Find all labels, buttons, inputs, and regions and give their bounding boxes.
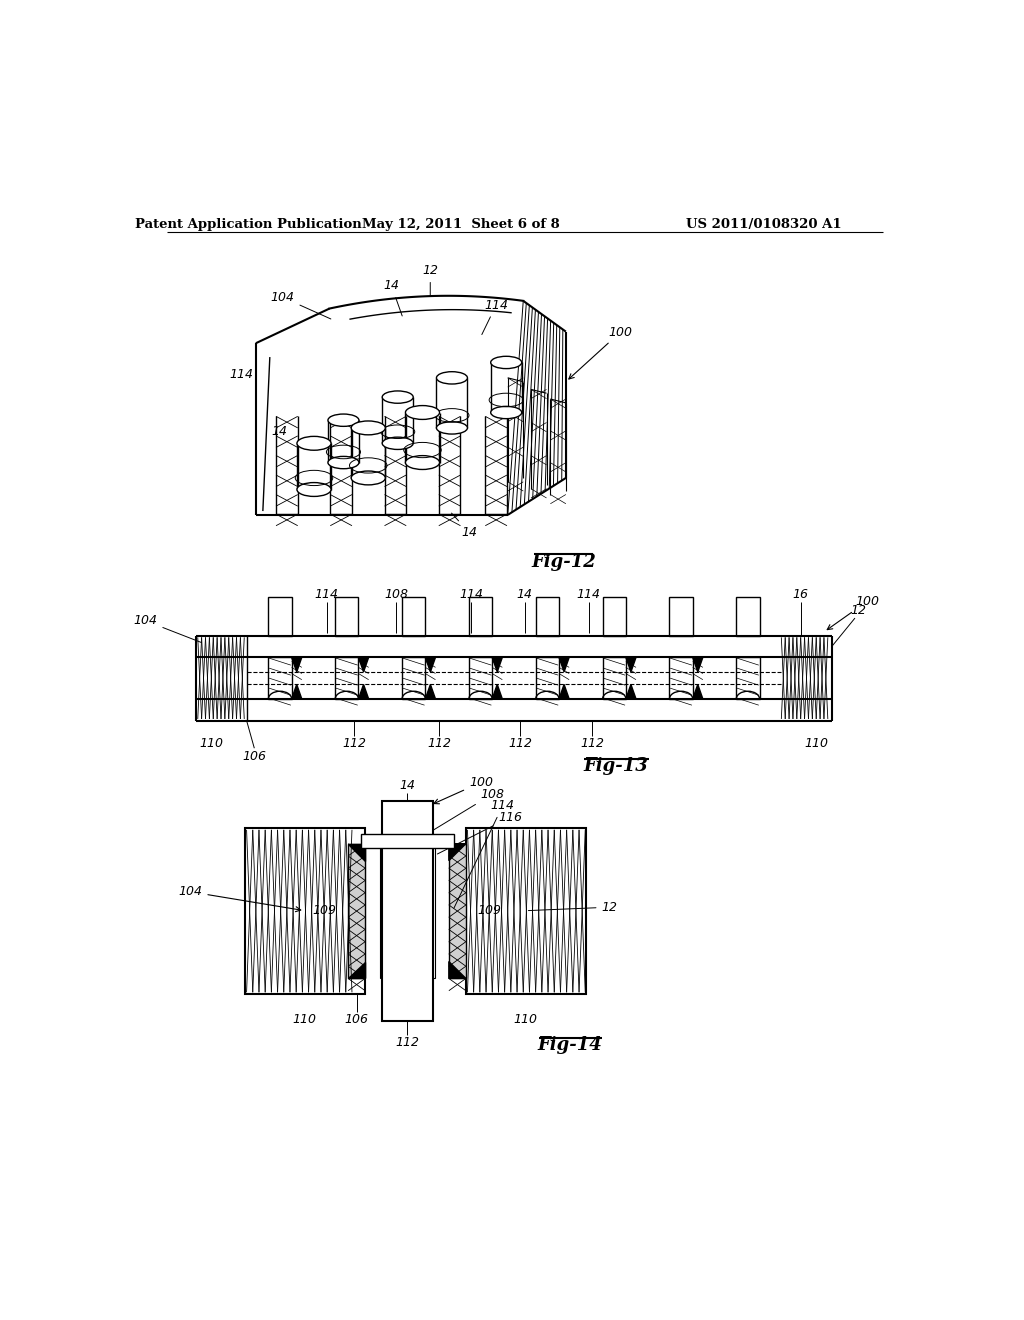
Text: May 12, 2011  Sheet 6 of 8: May 12, 2011 Sheet 6 of 8 bbox=[362, 218, 560, 231]
Polygon shape bbox=[425, 684, 435, 700]
Text: Fig-14: Fig-14 bbox=[538, 1036, 602, 1055]
Polygon shape bbox=[358, 657, 369, 672]
Bar bbox=[402, 597, 425, 636]
Polygon shape bbox=[559, 684, 569, 700]
Bar bbox=[380, 843, 435, 978]
Polygon shape bbox=[358, 684, 369, 700]
Polygon shape bbox=[692, 657, 702, 672]
Text: 110: 110 bbox=[200, 738, 223, 751]
Polygon shape bbox=[493, 684, 503, 700]
Polygon shape bbox=[626, 657, 636, 672]
Text: 109: 109 bbox=[313, 904, 337, 917]
Text: 112: 112 bbox=[581, 738, 604, 751]
Bar bbox=[348, 843, 366, 978]
Text: Fig-13: Fig-13 bbox=[584, 758, 648, 775]
Text: 110: 110 bbox=[804, 738, 828, 751]
Text: Fig-12: Fig-12 bbox=[531, 553, 596, 570]
Ellipse shape bbox=[297, 483, 331, 496]
Bar bbox=[382, 801, 432, 1020]
Ellipse shape bbox=[351, 471, 385, 484]
Bar bbox=[268, 597, 292, 636]
Text: Patent Application Publication: Patent Application Publication bbox=[135, 218, 361, 231]
Polygon shape bbox=[292, 684, 302, 700]
Text: 112: 112 bbox=[427, 738, 451, 751]
Text: 100: 100 bbox=[827, 595, 879, 630]
Bar bbox=[670, 597, 692, 636]
Bar bbox=[335, 597, 358, 636]
Text: 14: 14 bbox=[384, 280, 402, 315]
Text: 109: 109 bbox=[477, 904, 501, 917]
Ellipse shape bbox=[351, 421, 385, 434]
Text: 16: 16 bbox=[793, 589, 809, 601]
Text: 114: 114 bbox=[454, 799, 515, 908]
Bar bbox=[361, 834, 454, 849]
Text: 106: 106 bbox=[243, 750, 266, 763]
Bar bbox=[536, 657, 559, 700]
Bar bbox=[402, 657, 425, 700]
Text: 114: 114 bbox=[314, 589, 339, 601]
Ellipse shape bbox=[297, 437, 331, 450]
Text: 100: 100 bbox=[569, 326, 633, 379]
Polygon shape bbox=[449, 843, 466, 861]
Bar bbox=[602, 597, 626, 636]
Ellipse shape bbox=[436, 422, 467, 434]
Text: 108: 108 bbox=[384, 589, 409, 601]
Polygon shape bbox=[292, 657, 302, 672]
Text: 114: 114 bbox=[459, 589, 483, 601]
Text: 114: 114 bbox=[482, 298, 508, 334]
Ellipse shape bbox=[436, 372, 467, 384]
Bar bbox=[736, 597, 760, 636]
Bar bbox=[268, 657, 292, 700]
Text: 112: 112 bbox=[342, 738, 367, 751]
Text: US 2011/0108320 A1: US 2011/0108320 A1 bbox=[686, 218, 842, 231]
Bar bbox=[335, 657, 358, 700]
Text: 114: 114 bbox=[577, 589, 601, 601]
Bar bbox=[449, 843, 466, 978]
Text: 12: 12 bbox=[851, 603, 867, 616]
Text: 14: 14 bbox=[452, 513, 477, 539]
Text: 14: 14 bbox=[271, 425, 287, 438]
Polygon shape bbox=[493, 657, 503, 672]
Text: 12: 12 bbox=[422, 264, 438, 296]
Ellipse shape bbox=[406, 405, 439, 420]
Ellipse shape bbox=[382, 391, 414, 404]
Text: 14: 14 bbox=[517, 589, 532, 601]
Text: 108: 108 bbox=[417, 788, 505, 840]
Text: 110: 110 bbox=[514, 1014, 538, 1026]
Text: 116: 116 bbox=[437, 810, 522, 854]
Bar bbox=[670, 657, 692, 700]
Bar bbox=[469, 657, 493, 700]
Polygon shape bbox=[348, 961, 366, 978]
Text: 107: 107 bbox=[395, 920, 419, 933]
Text: 14: 14 bbox=[399, 779, 415, 792]
Text: 12: 12 bbox=[528, 900, 617, 913]
Bar bbox=[736, 657, 760, 700]
Bar bbox=[536, 597, 559, 636]
Polygon shape bbox=[425, 657, 435, 672]
Ellipse shape bbox=[382, 437, 414, 449]
Text: 104: 104 bbox=[133, 614, 202, 643]
Text: 104: 104 bbox=[178, 886, 301, 912]
Text: 112: 112 bbox=[395, 1036, 419, 1049]
Ellipse shape bbox=[328, 414, 359, 426]
Text: 114: 114 bbox=[229, 367, 254, 380]
Text: 106: 106 bbox=[345, 1014, 369, 1026]
Text: 112: 112 bbox=[509, 738, 532, 751]
Polygon shape bbox=[692, 684, 702, 700]
Ellipse shape bbox=[490, 356, 521, 368]
Ellipse shape bbox=[490, 407, 521, 418]
Polygon shape bbox=[626, 684, 636, 700]
Ellipse shape bbox=[328, 457, 359, 469]
Polygon shape bbox=[449, 961, 466, 978]
Ellipse shape bbox=[406, 455, 439, 470]
Polygon shape bbox=[559, 657, 569, 672]
Polygon shape bbox=[348, 843, 366, 861]
Text: 100: 100 bbox=[434, 776, 493, 804]
Text: 104: 104 bbox=[270, 290, 331, 319]
Bar bbox=[466, 829, 586, 994]
Bar bbox=[469, 597, 493, 636]
Bar bbox=[602, 657, 626, 700]
Text: 110: 110 bbox=[293, 1014, 316, 1026]
Bar bbox=[245, 829, 366, 994]
